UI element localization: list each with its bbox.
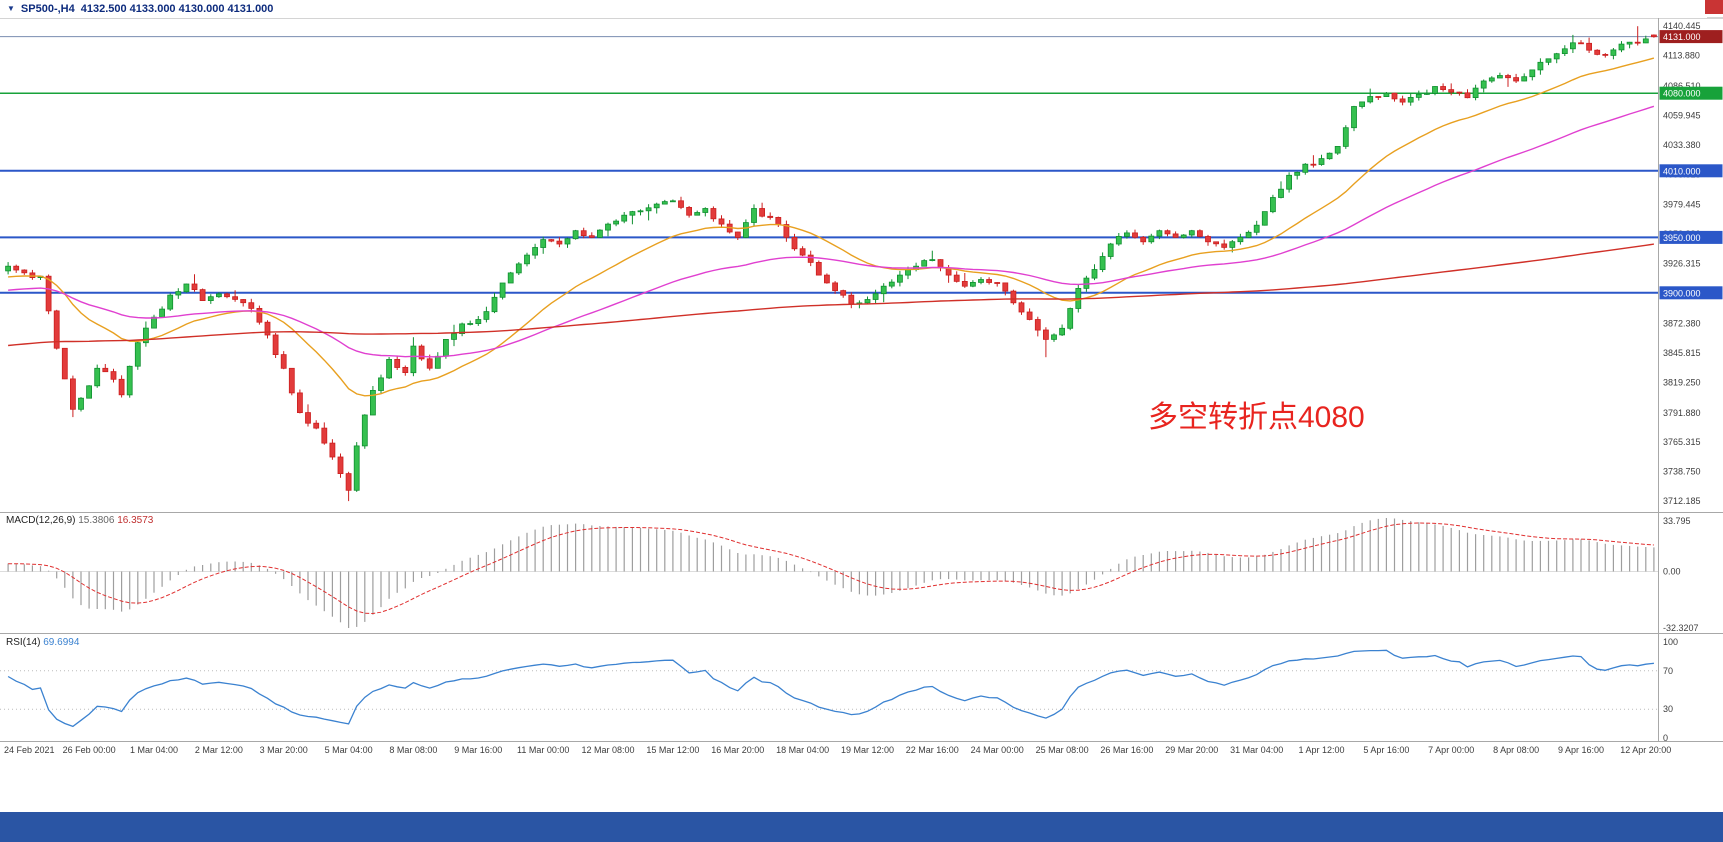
rsi-name: RSI(14) xyxy=(6,637,41,648)
svg-text:70: 70 xyxy=(1663,666,1673,676)
close-button[interactable] xyxy=(1705,0,1723,14)
svg-text:3819.250: 3819.250 xyxy=(1663,377,1701,387)
price-badge xyxy=(1659,164,1723,178)
rsi-indicator-label: RSI(14) 69.6994 xyxy=(6,637,79,648)
svg-text:9 Apr 16:00: 9 Apr 16:00 xyxy=(1558,745,1604,755)
svg-text:33.795: 33.795 xyxy=(1663,516,1691,526)
svg-text:4033.380: 4033.380 xyxy=(1663,140,1701,150)
macd-signal-line xyxy=(8,522,1654,615)
svg-text:22 Mar 16:00: 22 Mar 16:00 xyxy=(906,745,959,755)
candles-layer[interactable] xyxy=(5,26,1657,502)
symbol-timeframe-label: SP500-,H4 xyxy=(20,3,75,15)
svg-text:0: 0 xyxy=(1663,733,1668,743)
taskbar xyxy=(0,812,1723,842)
svg-text:3872.380: 3872.380 xyxy=(1663,319,1701,329)
svg-text:3791.880: 3791.880 xyxy=(1663,408,1701,418)
rsi-panel[interactable]: 100 70 30 0 xyxy=(0,637,1678,743)
svg-text:5 Mar 04:00: 5 Mar 04:00 xyxy=(325,745,373,755)
svg-text:16 Mar 20:00: 16 Mar 20:00 xyxy=(711,745,764,755)
svg-text:25 Mar 08:00: 25 Mar 08:00 xyxy=(1036,745,1089,755)
svg-text:24 Feb 2021: 24 Feb 2021 xyxy=(4,745,55,755)
svg-text:4131.000: 4131.000 xyxy=(1663,32,1701,42)
price-badge xyxy=(1659,30,1723,44)
svg-text:8 Mar 08:00: 8 Mar 08:00 xyxy=(389,745,437,755)
svg-text:2 Mar 12:00: 2 Mar 12:00 xyxy=(195,745,243,755)
svg-text:7 Apr 00:00: 7 Apr 00:00 xyxy=(1428,745,1474,755)
price-badge xyxy=(1659,286,1723,300)
rsi-axis: 100 70 30 0 xyxy=(1663,637,1678,743)
svg-text:12 Mar 08:00: 12 Mar 08:00 xyxy=(581,745,634,755)
macd-indicator-label: MACD(12,26,9) 15.3806 16.3573 xyxy=(6,515,153,526)
chart-annotation: 多空转折点4080 xyxy=(1148,401,1365,434)
svg-text:4010.000: 4010.000 xyxy=(1663,166,1701,176)
svg-text:3712.185: 3712.185 xyxy=(1663,496,1701,506)
horizontal-level-lines[interactable] xyxy=(0,36,1658,294)
svg-text:5 Apr 16:00: 5 Apr 16:00 xyxy=(1363,745,1409,755)
svg-text:3979.445: 3979.445 xyxy=(1663,200,1701,210)
price-badge xyxy=(1659,86,1723,100)
time-axis[interactable]: 24 Feb 2021 26 Feb 00:00 1 Mar 04:00 2 Mar … xyxy=(4,745,1671,755)
ohlc-values: 4132.500 4133.000 4130.000 4131.000 xyxy=(80,3,274,15)
moving-averages xyxy=(8,57,1655,397)
svg-text:24 Mar 00:00: 24 Mar 00:00 xyxy=(971,745,1024,755)
fast-ma-line xyxy=(8,57,1655,397)
svg-text:4140.445: 4140.445 xyxy=(1663,21,1701,31)
macd-signal-value: 16.3573 xyxy=(117,515,154,526)
svg-text:3738.750: 3738.750 xyxy=(1663,467,1701,477)
svg-text:12 Apr 20:00: 12 Apr 20:00 xyxy=(1620,745,1671,755)
svg-text:30: 30 xyxy=(1663,704,1673,714)
svg-text:3 Mar 20:00: 3 Mar 20:00 xyxy=(260,745,308,755)
svg-text:0.00: 0.00 xyxy=(1663,567,1681,577)
slow-ma-line xyxy=(8,243,1655,347)
rsi-value: 69.6994 xyxy=(43,637,80,648)
svg-text:4113.880: 4113.880 xyxy=(1663,51,1700,61)
svg-text:29 Mar 20:00: 29 Mar 20:00 xyxy=(1165,745,1218,755)
svg-text:18 Mar 04:00: 18 Mar 04:00 xyxy=(776,745,829,755)
svg-text:4059.945: 4059.945 xyxy=(1663,110,1701,120)
svg-text:8 Apr 08:00: 8 Apr 08:00 xyxy=(1493,745,1539,755)
price-badge xyxy=(1659,230,1723,244)
svg-text:3950.000: 3950.000 xyxy=(1663,233,1701,243)
panel-frame xyxy=(0,17,1723,742)
svg-text:3765.315: 3765.315 xyxy=(1663,437,1701,447)
svg-text:26 Feb 00:00: 26 Feb 00:00 xyxy=(63,745,116,755)
svg-text:26 Mar 16:00: 26 Mar 16:00 xyxy=(1100,745,1153,755)
macd-main-value: 15.3806 xyxy=(78,515,115,526)
svg-text:4086.510: 4086.510 xyxy=(1663,81,1701,91)
svg-text:3900.000: 3900.000 xyxy=(1663,288,1701,298)
svg-text:9 Mar 16:00: 9 Mar 16:00 xyxy=(454,745,502,755)
svg-text:19 Mar 12:00: 19 Mar 12:00 xyxy=(841,745,894,755)
svg-text:31 Mar 04:00: 31 Mar 04:00 xyxy=(1230,745,1283,755)
chart-title-bar: ▼ SP500-,H4 4132.500 4133.000 4130.000 4… xyxy=(0,0,1707,18)
svg-text:3845.815: 3845.815 xyxy=(1663,348,1701,358)
macd-panel[interactable]: 33.795 0.00 -32.3207 xyxy=(0,516,1699,633)
mid-ma-line xyxy=(8,105,1655,358)
rsi-line xyxy=(7,649,1654,728)
macd-axis: 33.795 0.00 -32.3207 xyxy=(1663,516,1699,633)
svg-text:100: 100 xyxy=(1663,637,1678,647)
svg-text:1 Mar 04:00: 1 Mar 04:00 xyxy=(130,745,178,755)
svg-text:-32.3207: -32.3207 xyxy=(1663,623,1699,633)
svg-text:15 Mar 12:00: 15 Mar 12:00 xyxy=(646,745,699,755)
svg-text:11 Mar 00:00: 11 Mar 00:00 xyxy=(517,745,569,755)
svg-text:1 Apr 12:00: 1 Apr 12:00 xyxy=(1298,745,1344,755)
svg-text:3926.315: 3926.315 xyxy=(1663,259,1701,269)
svg-text:4080.000: 4080.000 xyxy=(1663,89,1701,99)
price-axis[interactable]: 4140.445 4113.880 4086.510 4059.945 4033.380… xyxy=(1659,21,1723,506)
chart-dropdown-icon[interactable]: ▼ xyxy=(7,4,15,13)
macd-name: MACD(12,26,9) xyxy=(6,515,76,526)
